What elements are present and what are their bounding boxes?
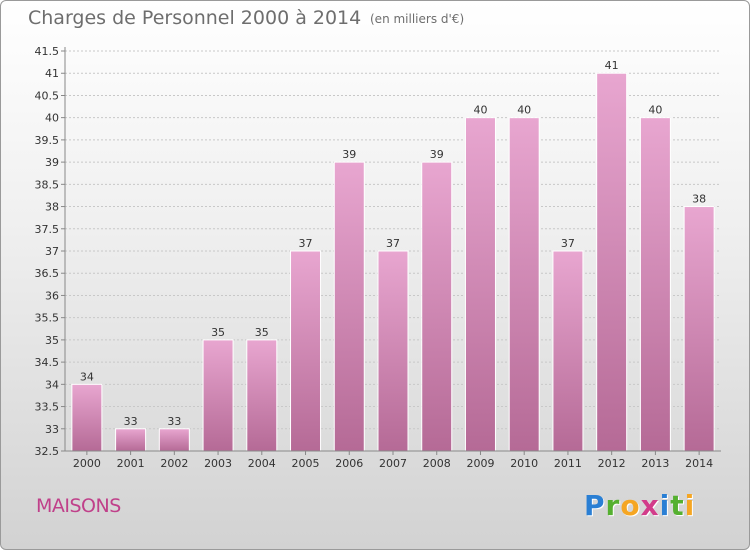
bar bbox=[158, 428, 190, 452]
x-tick-label: 2012 bbox=[598, 457, 626, 470]
data-label: 37 bbox=[299, 237, 313, 250]
logo-letter: x bbox=[640, 489, 660, 522]
bar bbox=[596, 72, 628, 452]
y-tick-label: 38.5 bbox=[35, 178, 60, 191]
y-tick-label: 41.5 bbox=[35, 45, 60, 58]
bar bbox=[377, 250, 409, 452]
y-tick-label: 40.5 bbox=[35, 89, 60, 102]
data-label: 33 bbox=[124, 415, 138, 428]
y-tick-label: 36.5 bbox=[35, 267, 60, 280]
chart-title: Charges de Personnel 2000 à 2014 bbox=[28, 7, 362, 29]
data-label: 37 bbox=[386, 237, 400, 250]
x-tick-label: 2005 bbox=[292, 457, 320, 470]
data-label: 35 bbox=[211, 326, 225, 339]
y-tick-label: 40 bbox=[45, 112, 59, 125]
x-tick-label: 2013 bbox=[641, 457, 669, 470]
y-tick-label: 41 bbox=[45, 67, 59, 80]
y-tick-label: 37 bbox=[45, 245, 59, 258]
bar bbox=[115, 428, 147, 452]
bar bbox=[421, 161, 453, 452]
logo-letter: i bbox=[659, 489, 671, 522]
logo-letter: o bbox=[620, 489, 641, 522]
bar bbox=[246, 339, 278, 452]
y-tick-label: 35.5 bbox=[35, 312, 60, 325]
data-label: 40 bbox=[473, 104, 487, 117]
bar bbox=[552, 250, 584, 452]
y-tick-label: 33.5 bbox=[35, 401, 60, 414]
x-tick-label: 2001 bbox=[117, 457, 145, 470]
data-label: 34 bbox=[80, 370, 94, 383]
y-tick-label: 34 bbox=[45, 378, 59, 391]
bar bbox=[508, 117, 540, 452]
logo-letter: i bbox=[684, 489, 696, 522]
y-tick-label: 32.5 bbox=[35, 445, 60, 458]
x-tick-label: 2006 bbox=[335, 457, 363, 470]
x-tick-label: 2003 bbox=[204, 457, 232, 470]
data-label: 33 bbox=[167, 415, 181, 428]
y-tick-label: 34.5 bbox=[35, 356, 60, 369]
bar bbox=[290, 250, 322, 452]
bar bbox=[202, 339, 234, 452]
x-tick-label: 2010 bbox=[510, 457, 538, 470]
bar bbox=[464, 117, 496, 452]
data-label: 41 bbox=[605, 59, 619, 72]
x-tick-label: 2007 bbox=[379, 457, 407, 470]
bar bbox=[639, 117, 671, 452]
bar bbox=[683, 206, 715, 452]
bar bbox=[71, 383, 103, 452]
bar bbox=[333, 161, 365, 452]
data-label: 39 bbox=[342, 148, 356, 161]
logo-letter: r bbox=[605, 489, 621, 522]
data-label: 37 bbox=[561, 237, 575, 250]
x-tick-label: 2008 bbox=[423, 457, 451, 470]
y-tick-label: 39 bbox=[45, 156, 59, 169]
logo-letter: t bbox=[670, 489, 685, 522]
y-tick-label: 33 bbox=[45, 423, 59, 436]
y-tick-label: 38 bbox=[45, 201, 59, 214]
y-tick-label: 39.5 bbox=[35, 134, 60, 147]
y-tick-label: 37.5 bbox=[35, 223, 60, 236]
y-tick-label: 35 bbox=[45, 334, 59, 347]
y-tick-label: 36 bbox=[45, 289, 59, 302]
x-tick-label: 2000 bbox=[73, 457, 101, 470]
proxiti-logo: Proxiti bbox=[584, 489, 695, 522]
x-tick-label: 2004 bbox=[248, 457, 276, 470]
data-label: 39 bbox=[430, 148, 444, 161]
commune-name: MAISONS bbox=[36, 495, 121, 517]
x-tick-label: 2011 bbox=[554, 457, 582, 470]
x-tick-label: 2014 bbox=[685, 457, 713, 470]
x-tick-label: 2002 bbox=[160, 457, 188, 470]
chart-subtitle: (en milliers d'€) bbox=[370, 12, 465, 26]
logo-letter: P bbox=[584, 489, 606, 522]
x-tick-label: 2009 bbox=[466, 457, 494, 470]
data-label: 35 bbox=[255, 326, 269, 339]
data-label: 40 bbox=[648, 104, 662, 117]
data-label: 40 bbox=[517, 104, 531, 117]
data-label: 38 bbox=[692, 193, 706, 206]
